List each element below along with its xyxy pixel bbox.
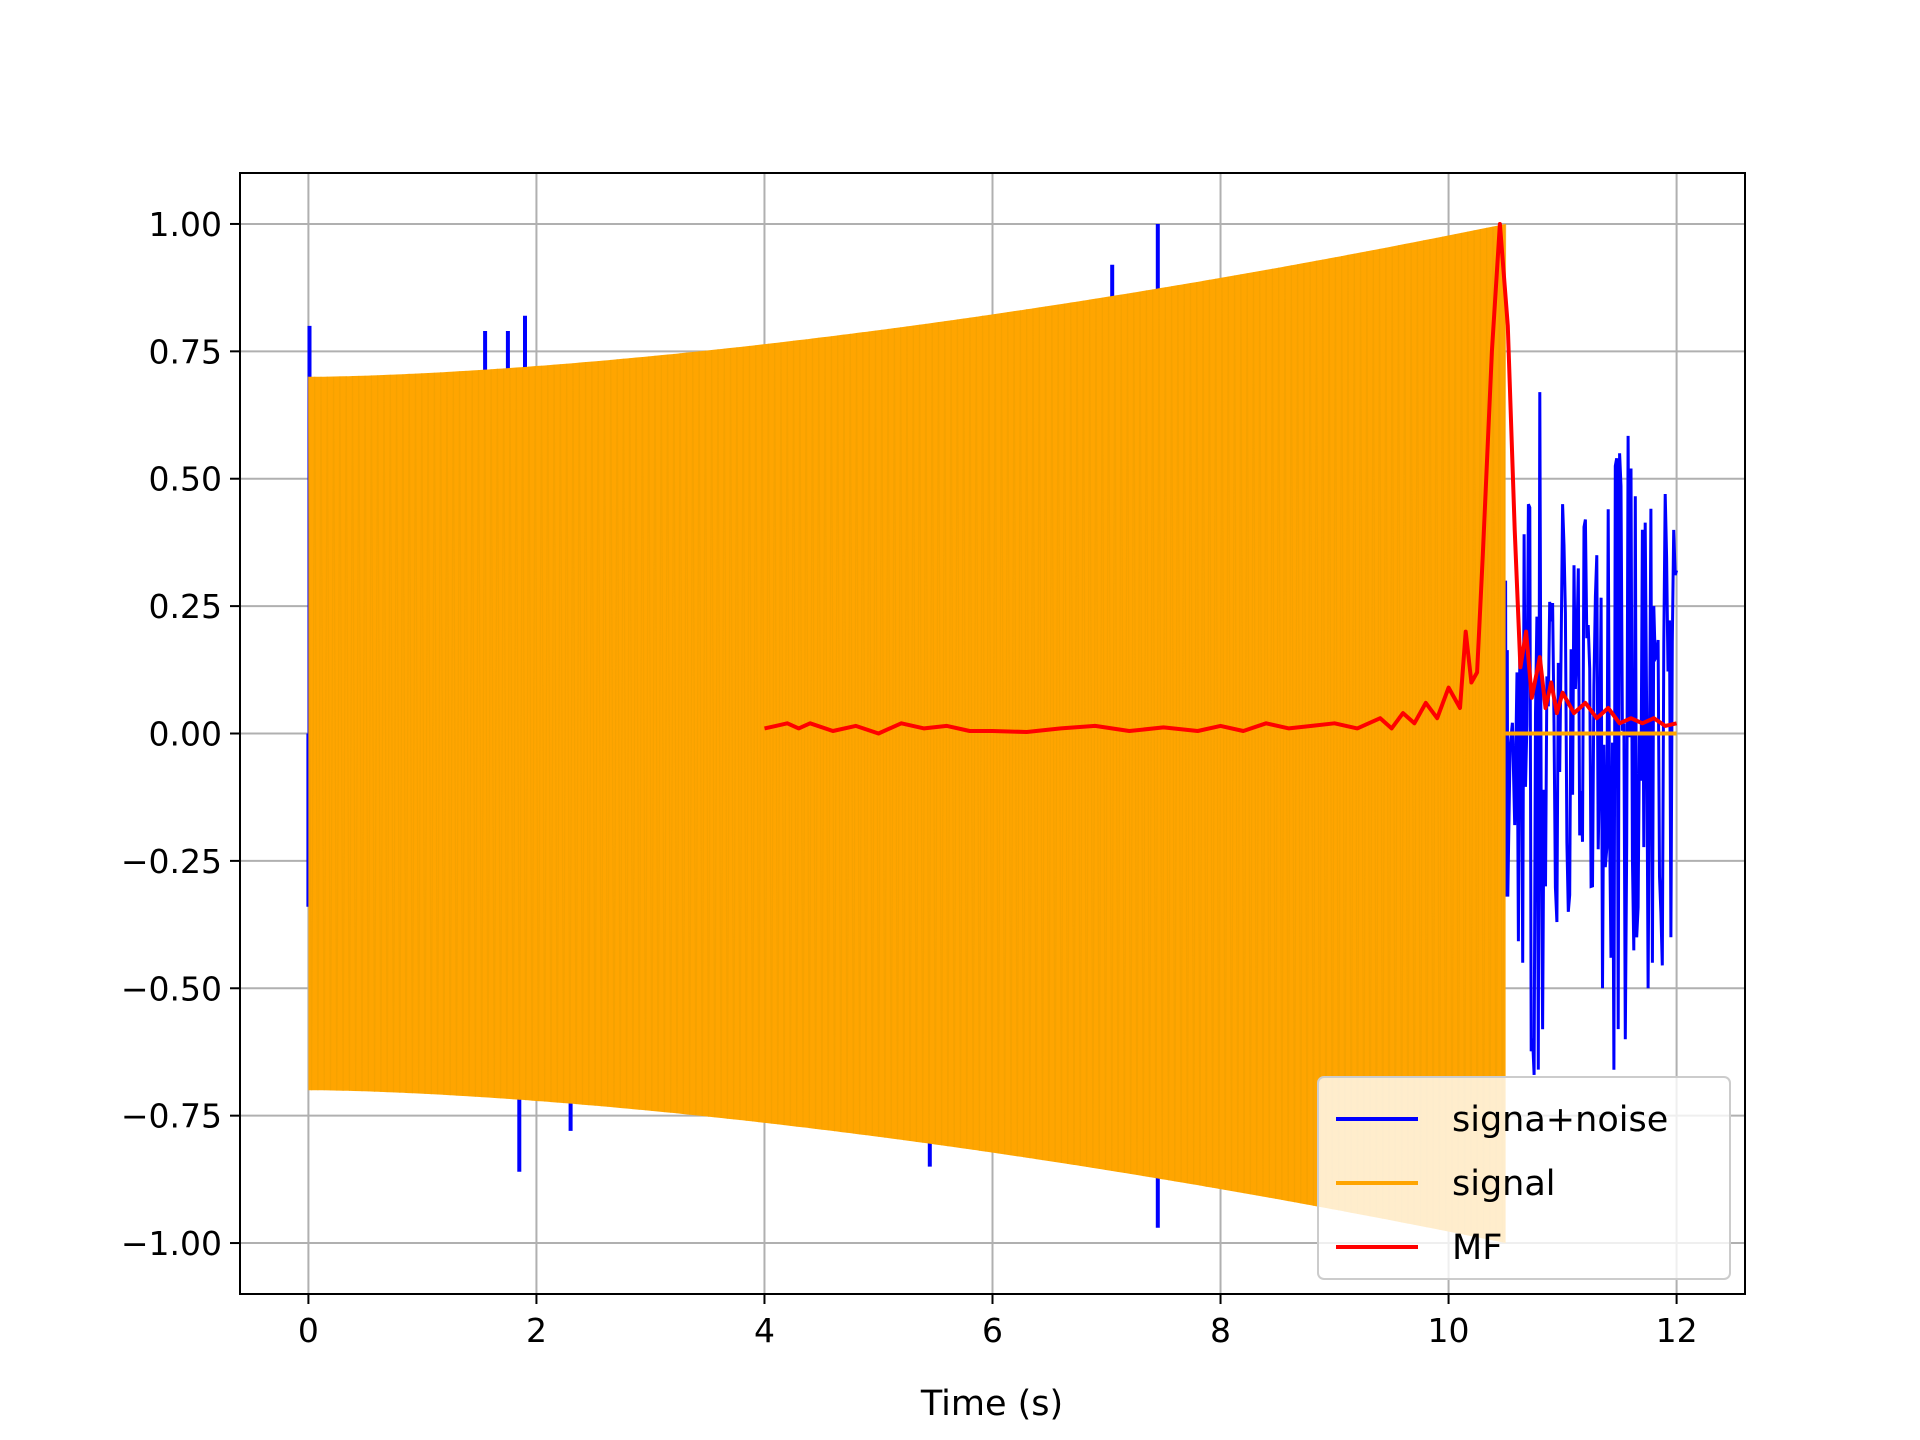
legend: signa+noise signal MF — [1317, 1076, 1731, 1280]
y-tick-label: −1.00 — [121, 1224, 222, 1263]
x-axis-label: Time (s) — [920, 1384, 1063, 1424]
x-tick-label: 0 — [298, 1311, 319, 1350]
y-axis: 1.00 0.75 0.50 0.25 0.00 −0.25 −0.50 −0.75 −1.00 — [121, 205, 240, 1263]
legend-label: signal — [1452, 1164, 1556, 1204]
x-tick-label: 4 — [754, 1311, 775, 1350]
y-tick-label: 0.00 — [149, 715, 222, 754]
x-tick-label: 10 — [1428, 1311, 1470, 1350]
x-tick-label: 2 — [526, 1311, 547, 1350]
x-tick-label: 8 — [1210, 1311, 1231, 1350]
x-axis: 0 2 4 6 8 10 12 — [298, 1294, 1698, 1350]
series-mf-line — [764, 222, 1678, 736]
legend-label: signa+noise — [1452, 1100, 1668, 1140]
plot-area — [306, 222, 1679, 1243]
y-tick-label: 0.50 — [149, 460, 222, 499]
legend-box — [1317, 1076, 1731, 1280]
y-tick-label: 1.00 — [149, 205, 222, 244]
y-tick-label: −0.25 — [121, 842, 222, 881]
series-noise-line — [1504, 392, 1679, 1075]
y-tick-label: −0.50 — [121, 969, 222, 1008]
y-tick-label: −0.75 — [121, 1097, 222, 1136]
x-tick-label: 12 — [1656, 1311, 1698, 1350]
legend-label: MF — [1452, 1228, 1502, 1268]
y-tick-label: 0.75 — [149, 332, 222, 371]
series-signal-line — [307, 223, 1507, 1243]
y-tick-label: 0.25 — [149, 587, 222, 626]
x-tick-label: 6 — [982, 1311, 1003, 1350]
